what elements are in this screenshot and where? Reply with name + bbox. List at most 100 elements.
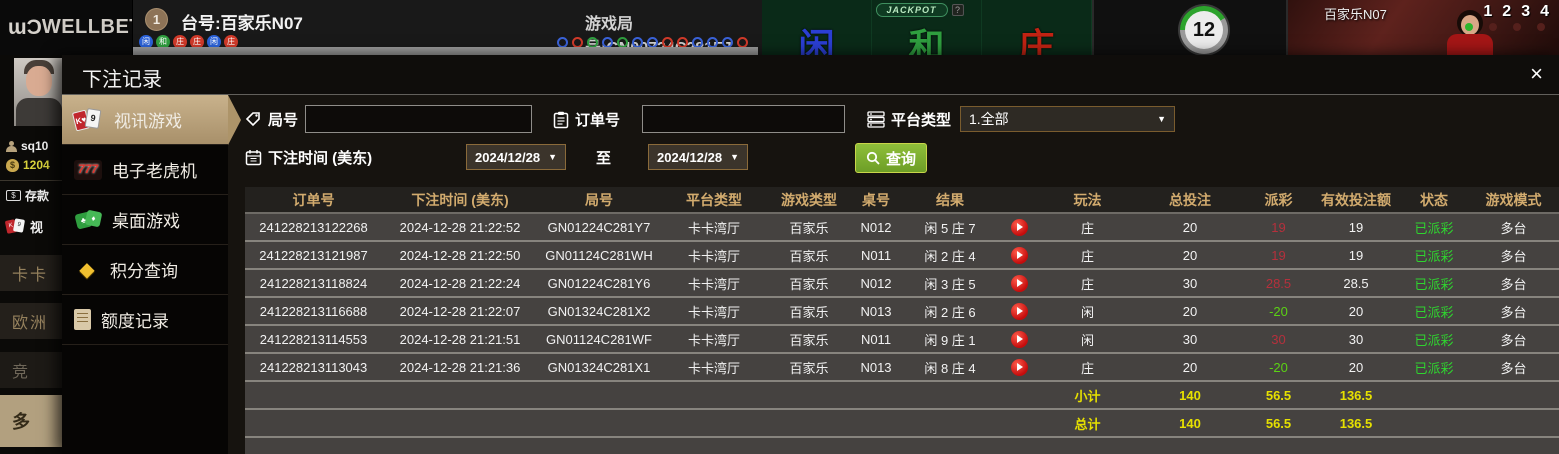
search-button[interactable]: 查询 xyxy=(855,143,928,173)
countdown-ring: 12 xyxy=(1180,6,1228,54)
logo-mark-icon: ɯƆ xyxy=(8,15,42,39)
chevron-down-icon: ▼ xyxy=(730,152,739,162)
cell-order: 241228213113043 xyxy=(259,359,368,375)
cell-order: 241228213121987 xyxy=(259,247,368,263)
panel-strip xyxy=(133,47,758,55)
camera-switcher[interactable]: 1 2 3 4 xyxy=(1483,3,1549,21)
cell-platform: 卡卡湾厅 xyxy=(687,248,740,264)
date-range-to-label: 至 xyxy=(596,150,612,167)
close-icon[interactable]: × xyxy=(1530,61,1543,86)
subtotal-label: 小计 xyxy=(1074,388,1101,404)
table-body: 241228213122268 2024-12-28 21:22:52 GN0122… xyxy=(245,214,1559,382)
cell-play: 庄 xyxy=(1080,276,1094,292)
round-input[interactable] xyxy=(305,105,532,133)
cell-mode: 多台 xyxy=(1500,304,1527,320)
cell-platform: 卡卡湾厅 xyxy=(687,360,740,376)
sidebar-item-points[interactable]: ◆ 积分查询 xyxy=(62,245,228,295)
sidebar-item-table-games[interactable]: ♣ ♦ 桌面游戏 xyxy=(62,195,228,245)
subtotal-row: 小计 140 56.5 136.5 xyxy=(245,382,1559,410)
cell-status: 已派彩 xyxy=(1414,304,1454,320)
camera-2[interactable]: 2 xyxy=(1502,3,1512,20)
cell-status: 已派彩 xyxy=(1414,360,1454,376)
cell-time: 2024-12-28 21:22:07 xyxy=(399,303,521,319)
nav-item-kaka[interactable]: 卡卡 xyxy=(0,255,62,291)
camera-1[interactable]: 1 xyxy=(1483,3,1493,20)
cell-valid: 30 xyxy=(1348,331,1364,347)
column-header: 派彩 xyxy=(1264,191,1293,208)
nav-item-sport[interactable]: 竞 xyxy=(0,352,62,388)
bead-dot: 闲 xyxy=(139,35,153,49)
cell-round: GN01124C281WF xyxy=(546,331,652,347)
banknote-icon: $ xyxy=(6,190,21,201)
cell-valid: 28.5 xyxy=(1343,275,1369,291)
sidebar-item-label: 电子老虎机 xyxy=(112,162,197,181)
replay-icon[interactable] xyxy=(1010,330,1028,348)
sidebar-item-slots[interactable]: 777 电子老虎机 xyxy=(62,145,228,195)
cell-round: GN01124C281WH xyxy=(545,247,653,263)
replay-icon[interactable] xyxy=(1010,274,1028,292)
deposit-button[interactable]: $ 存款 xyxy=(6,187,49,204)
table-row: 241228213118824 2024-12-28 21:22:24 GN0122… xyxy=(245,270,1559,298)
video-games-label: 视 xyxy=(30,220,44,235)
subtotal-valid: 136.5 xyxy=(1339,387,1373,403)
cell-result: 闲 3 庄 5 xyxy=(924,276,976,292)
date-to-value: 2024/12/28 xyxy=(657,149,723,165)
date-from-select[interactable]: 2024/12/28 ▼ xyxy=(466,144,566,170)
bet-zone-banker[interactable]: 庄 xyxy=(982,0,1092,55)
replay-icon[interactable] xyxy=(1010,358,1028,376)
modal-titlebar: 下注记录 × xyxy=(62,55,1559,95)
jackpot-help-icon[interactable]: ? xyxy=(951,4,964,16)
cell-bet: 30 xyxy=(1182,331,1198,347)
bead-dot: 庄 xyxy=(173,35,187,49)
cell-time: 2024-12-28 21:22:50 xyxy=(399,247,521,263)
cell-payout: 30 xyxy=(1271,331,1286,347)
user-avatar[interactable] xyxy=(14,58,62,126)
brand-logo[interactable]: ɯƆ WELLBET xyxy=(0,0,141,55)
order-input[interactable] xyxy=(642,105,845,133)
total-bet: 140 xyxy=(1179,415,1201,431)
date-to-select[interactable]: 2024/12/28 ▼ xyxy=(648,144,748,170)
camera-4[interactable]: 4 xyxy=(1540,3,1549,20)
cell-valid: 19 xyxy=(1348,247,1364,263)
cell-bet: 20 xyxy=(1182,247,1198,263)
nav-item-europe[interactable]: 欧洲 xyxy=(0,303,62,339)
username-row: sq10 xyxy=(6,139,48,153)
money-bag-icon: $ xyxy=(6,158,19,172)
cell-payout: 28.5 xyxy=(1265,275,1292,291)
cell-bet: 20 xyxy=(1182,219,1198,235)
cell-mode: 多台 xyxy=(1500,332,1527,348)
camera-3[interactable]: 3 xyxy=(1521,3,1531,20)
platform-select[interactable]: 1.全部 ▼ xyxy=(960,106,1175,132)
replay-icon[interactable] xyxy=(1010,246,1028,264)
cell-time: 2024-12-28 21:22:24 xyxy=(399,275,521,291)
platform-filter-label: 平台类型 xyxy=(867,109,951,130)
modal-sidebar: K♥ 9 视讯游戏 777 电子老虎机 ♣ ♦ 桌面游戏 ◆ 积分查询 额度记录 xyxy=(62,95,241,454)
dealer-video[interactable]: 百家乐N07 1 2 3 4 xyxy=(1288,0,1559,55)
cell-round: GN01224C281Y7 xyxy=(547,219,651,235)
table-games-icon: ♣ ♦ xyxy=(74,209,103,231)
replay-cell xyxy=(998,214,1040,240)
deposit-label: 存款 xyxy=(25,189,50,203)
dealer-figure xyxy=(1439,10,1499,55)
nav-item-multi[interactable]: 多 xyxy=(0,395,62,447)
replay-icon[interactable] xyxy=(1010,302,1028,320)
replay-cell xyxy=(998,270,1040,296)
cell-game: 百家乐 xyxy=(789,220,829,236)
bet-zone-player[interactable]: 闲 xyxy=(762,0,872,55)
sidebar-item-credit-records[interactable]: 额度记录 xyxy=(62,295,228,345)
sidebar-item-video-games[interactable]: K♥ 9 视讯游戏 xyxy=(62,95,241,145)
replay-icon[interactable] xyxy=(1010,218,1028,236)
round-filter-label: 局号 xyxy=(245,109,298,130)
bead-dot: 闲 xyxy=(207,35,221,49)
tag-icon xyxy=(245,112,260,127)
column-header xyxy=(998,187,1040,212)
column-header: 平台类型 xyxy=(686,191,742,208)
balance-value: 1204 xyxy=(23,158,50,172)
date-from-value: 2024/12/28 xyxy=(475,149,541,165)
cell-table: N013 xyxy=(860,303,892,319)
bet-zone-tie[interactable]: JACKPOT ? 和 xyxy=(872,0,982,55)
cell-game: 百家乐 xyxy=(789,360,829,376)
cell-status: 已派彩 xyxy=(1414,276,1454,292)
